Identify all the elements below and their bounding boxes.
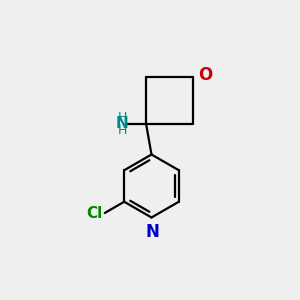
Text: N: N — [146, 223, 160, 241]
Text: Cl: Cl — [86, 206, 102, 220]
Text: H: H — [118, 124, 127, 137]
Text: O: O — [198, 66, 212, 84]
Text: H: H — [118, 111, 127, 124]
Text: N: N — [115, 116, 128, 131]
